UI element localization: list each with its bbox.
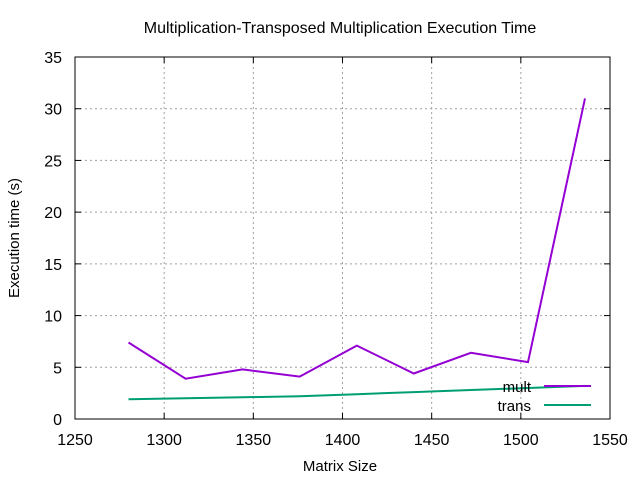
y-axis-label: Execution time (s) <box>6 178 23 298</box>
series-lines <box>127 98 586 401</box>
y-tick-label: 5 <box>53 360 62 377</box>
x-tick-label: 1300 <box>146 432 182 449</box>
y-tick-label: 25 <box>44 153 62 170</box>
x-tick-label: 1550 <box>592 432 628 449</box>
x-tick-label: 1250 <box>57 432 93 449</box>
x-tick-label: 1450 <box>414 432 450 449</box>
x-axis-label: Matrix Size <box>303 458 377 475</box>
y-tick-label: 15 <box>44 257 62 274</box>
legend-label-mult: mult <box>503 379 532 396</box>
y-tick-label: 20 <box>44 205 62 222</box>
series-line-trans <box>128 384 586 401</box>
chart-title: Multiplication-Transposed Multiplication… <box>144 20 537 37</box>
grid-lines <box>75 57 610 419</box>
y-tick-label: 30 <box>44 102 62 119</box>
series-line-mult <box>127 98 586 380</box>
x-tick-label: 1500 <box>503 432 539 449</box>
x-tick-label: 1350 <box>236 432 272 449</box>
y-tick-label: 0 <box>53 412 62 429</box>
legend: mult trans <box>498 379 591 415</box>
y-tick-label: 35 <box>44 50 62 67</box>
x-tick-label: 1400 <box>325 432 361 449</box>
axis-ticks: 1250 1300 1350 1400 1450 1500 1550 0 5 10 15 20 25 30… <box>44 50 628 449</box>
legend-label-trans: trans <box>498 398 531 415</box>
y-tick-label: 10 <box>44 309 62 326</box>
